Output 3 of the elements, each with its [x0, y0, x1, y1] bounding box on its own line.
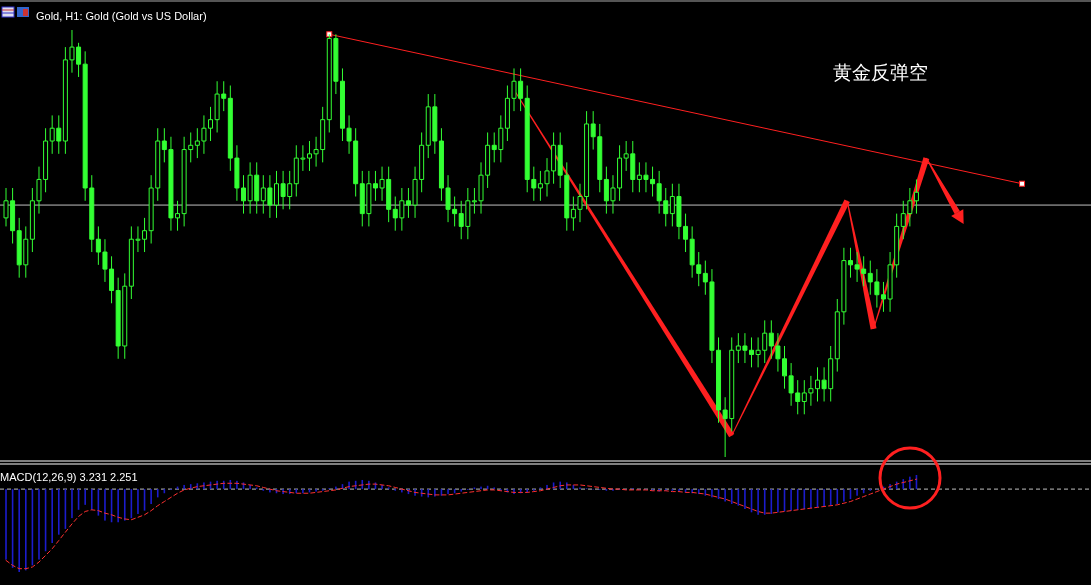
chart-title: Gold, H1: Gold (Gold vs US Dollar) [36, 9, 207, 22]
annotation: 黄金反弹空 [833, 60, 928, 83]
chart-title: MACD(12,26,9) 3.231 2.251 [0, 470, 138, 483]
